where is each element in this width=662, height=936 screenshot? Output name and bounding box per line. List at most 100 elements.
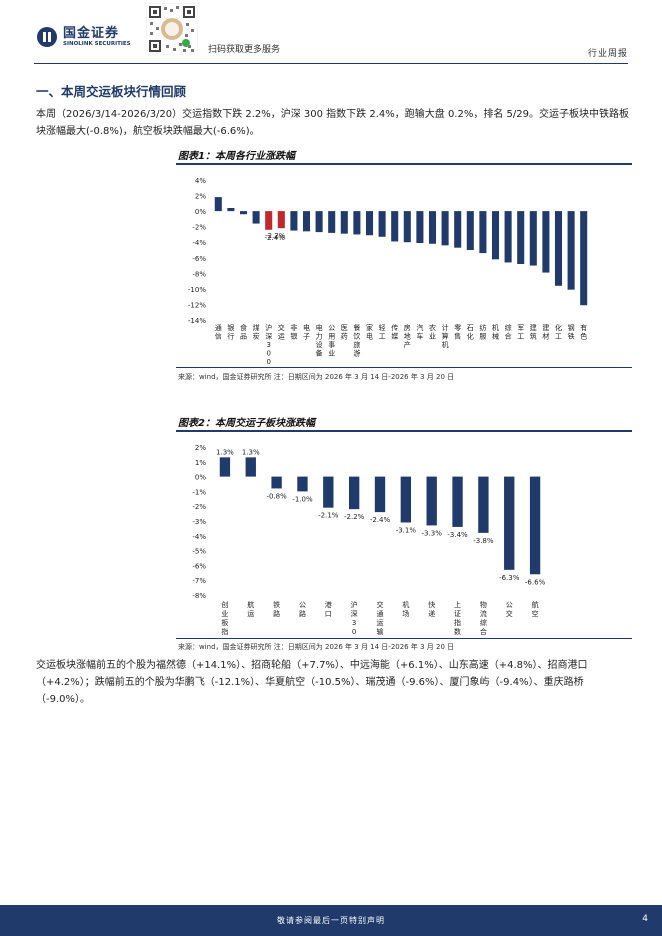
category-label: 交 — [377, 600, 384, 609]
category-label: 公 — [299, 601, 306, 609]
figure1-top-rule — [176, 163, 632, 165]
bar — [529, 211, 537, 266]
category-label: 沪 — [265, 323, 272, 332]
category-label: 饮 — [353, 332, 360, 341]
category-label: 地 — [404, 332, 411, 341]
category-label: 售 — [454, 332, 461, 341]
figure1-bottom-rule — [176, 367, 632, 368]
category-label: 子 — [303, 333, 310, 341]
category-label: 力 — [316, 332, 323, 341]
bar — [378, 211, 386, 237]
category-label: 交 — [506, 609, 513, 618]
y-tick-label: -14% — [188, 317, 206, 325]
report-type: 行业周报 — [587, 49, 628, 59]
category-label: 农 — [429, 323, 436, 332]
category-label: 公 — [328, 324, 335, 332]
data-label: -2.2% — [344, 513, 365, 521]
category-label: 航 — [532, 600, 539, 609]
category-label: 械 — [492, 332, 499, 341]
bar — [374, 476, 386, 513]
y-tick-label: -8% — [192, 270, 206, 278]
bar — [227, 208, 235, 212]
y-tick-label: -2% — [192, 503, 206, 511]
category-label: 运 — [278, 333, 285, 341]
category-label: 数 — [454, 627, 461, 636]
bar — [452, 476, 463, 527]
y-tick-label: -4% — [192, 239, 206, 247]
category-label: 板 — [221, 618, 228, 627]
y-tick-label: -6% — [192, 255, 206, 263]
category-label: 港 — [325, 600, 332, 609]
figure1-title: 图表1：本周各行业涨跌幅 — [178, 151, 295, 162]
category-label: 铁 — [568, 332, 575, 341]
footer-disclaimer[interactable]: 敬请参阅最后一页特别声明 — [277, 916, 385, 925]
data-label: 1.3% — [242, 448, 260, 456]
bar — [391, 211, 399, 242]
category-label: 行 — [227, 332, 234, 341]
category-label: 机 — [492, 323, 499, 332]
category-label: 品 — [240, 333, 247, 341]
bar — [454, 211, 462, 248]
category-label: 通 — [215, 323, 222, 332]
category-label: 化 — [467, 332, 474, 341]
category-label: 综 — [505, 323, 512, 332]
category-label: 筑 — [530, 332, 537, 341]
data-label: 1.3% — [216, 448, 234, 456]
category-label: 材 — [542, 332, 549, 341]
page-header: 国金证券 SINOLINK SECURITIES 扫码获取更多服务 行业周报 — [0, 0, 662, 66]
category-label: 铁 — [273, 600, 280, 609]
category-label: 工 — [555, 333, 562, 341]
figure1-source: 来源：wind，国金证券研究所 注：日期区间为 2026 年 3 月 14 日-… — [178, 373, 455, 381]
bar — [542, 211, 550, 273]
category-label: 业 — [221, 609, 228, 618]
bar — [353, 211, 361, 235]
y-tick-label: -12% — [188, 301, 206, 309]
category-label: 综 — [480, 618, 487, 627]
category-label: 电 — [366, 332, 373, 341]
logo-cn: 国金证券 — [63, 25, 120, 41]
bar — [315, 211, 323, 233]
figure2-title: 图表2：本周交运子板块涨跌幅 — [178, 418, 315, 429]
figure2-source: 来源：wind，国金证券研究所 注：日期区间为 2026 年 3 月 14 日-… — [178, 643, 455, 651]
data-label: -2.1% — [318, 512, 339, 520]
category-label: 银 — [290, 332, 297, 341]
bar — [323, 476, 334, 508]
category-label: 运 — [377, 619, 384, 627]
y-tick-label: 2% — [195, 444, 206, 452]
category-label: 银 — [227, 323, 234, 332]
stock-movers-paragraph: 交运板块涨幅前五的个股为福然德（+14.1%）、招商轮船（+7.7%）、中远海能… — [36, 660, 588, 705]
bar — [504, 476, 515, 570]
category-label: 工 — [379, 333, 386, 341]
bar — [265, 211, 273, 230]
transport-subsector-chart: 2%1%0%-1%-2%-3%-4%-5%-6%-7%-8%创业板指1.3%航运… — [192, 444, 545, 636]
data-label: -3.3% — [422, 529, 443, 537]
category-label: 业 — [328, 349, 335, 358]
category-label: 合 — [480, 627, 487, 636]
category-label: 游 — [353, 349, 360, 358]
category-label: 通 — [377, 609, 384, 618]
category-label: 医 — [341, 324, 348, 332]
category-label: 流 — [480, 609, 487, 618]
category-label: 指 — [454, 618, 461, 627]
category-label: 电 — [316, 323, 323, 332]
category-label: 深 — [351, 609, 358, 618]
category-label: 深 — [265, 332, 272, 341]
category-label: 业 — [429, 332, 436, 341]
y-tick-label: -10% — [188, 286, 206, 294]
bar — [428, 211, 437, 244]
category-label: 纺 — [479, 323, 486, 332]
header-divider — [34, 63, 628, 64]
page-number: 4 — [642, 914, 648, 924]
category-label: 事 — [328, 340, 335, 349]
qr-code-icon[interactable] — [145, 2, 199, 56]
y-tick-label: -4% — [192, 533, 206, 541]
category-label: 3 — [266, 341, 270, 349]
category-label: 场 — [402, 609, 409, 618]
category-label: 3 — [352, 619, 356, 627]
bar — [214, 197, 222, 212]
figure2-top-rule — [176, 430, 632, 432]
data-label: -3.4% — [447, 531, 468, 539]
category-label: 餐 — [353, 323, 360, 332]
category-label: 军 — [517, 324, 524, 332]
bar — [271, 476, 282, 489]
